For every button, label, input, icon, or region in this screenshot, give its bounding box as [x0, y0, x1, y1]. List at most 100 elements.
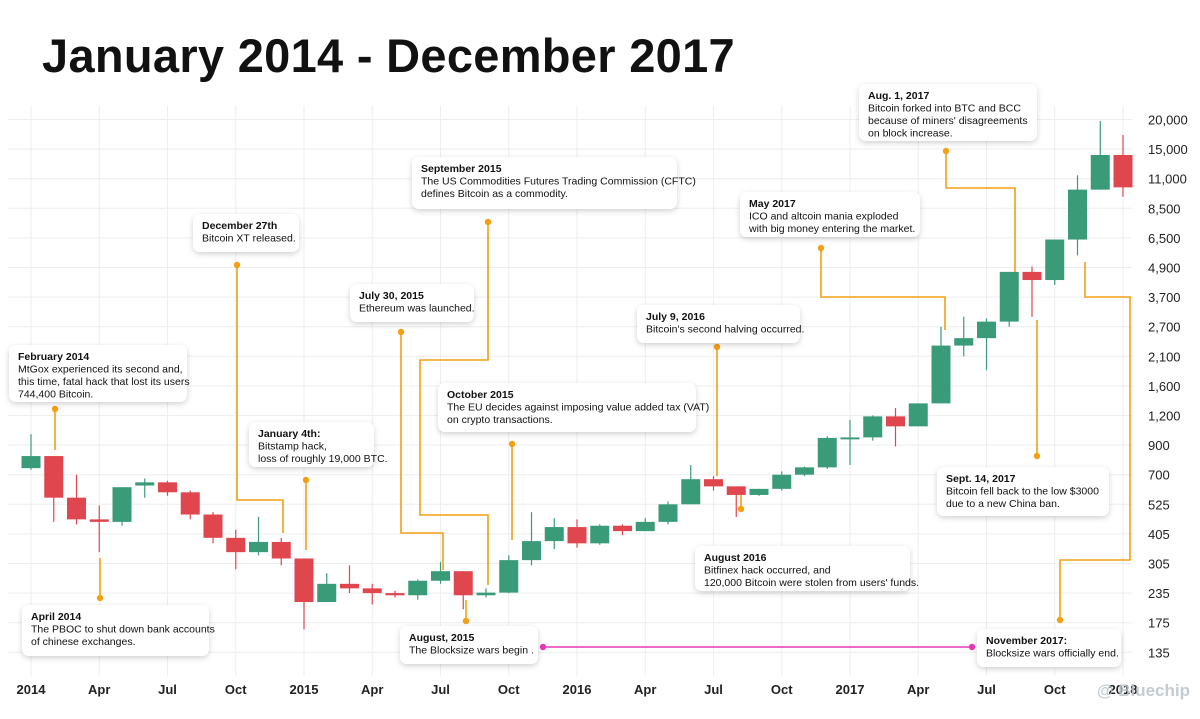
candle	[908, 403, 928, 427]
candle	[89, 505, 109, 553]
candle	[249, 516, 268, 556]
annotation-line: Bitcoin forked into BTC and BCC	[868, 103, 1021, 115]
annotation-line: loss of roughly 19,000 BTC.	[258, 453, 388, 465]
candle	[271, 537, 291, 566]
candle	[499, 555, 519, 594]
candle-body	[385, 593, 405, 596]
annotation-dot-dec-27th	[233, 261, 241, 269]
annotation-line: on block increase.	[868, 128, 953, 140]
candle	[431, 561, 450, 584]
annotation-line: Blocksize wars officially end.	[986, 648, 1119, 660]
candle	[886, 408, 905, 447]
candle	[385, 590, 405, 598]
annotation-title: November 2017:	[986, 635, 1067, 647]
annotation-line: because of miners' disagreements	[868, 115, 1028, 127]
y-tick-label: 11,000	[1148, 172, 1187, 187]
annotation-dot-apr-2014	[96, 594, 104, 602]
candle-body	[67, 497, 86, 520]
candle-body	[1045, 239, 1065, 281]
annotation-line: Bitcoin XT released.	[202, 233, 296, 245]
candle-body	[408, 580, 428, 596]
annotation-title: September 2015	[421, 163, 502, 175]
candle-body	[704, 479, 723, 487]
candle-body	[340, 583, 359, 589]
annotation-sep-14-2017: Sept. 14, 2017 Bitcoin fell back to the l…	[937, 467, 1109, 516]
y-tick-label: 405	[1148, 527, 1170, 542]
annotation-aug-2016: August 2016 Bitfinex hack occurred, and 12…	[695, 546, 919, 591]
annotation-dot-sep-2015	[484, 218, 492, 226]
x-tick-label: Apr	[907, 682, 929, 697]
annotation-leader-may-2017	[820, 248, 946, 330]
x-tick-label: Apr	[88, 682, 110, 697]
candle	[1090, 121, 1110, 190]
candle	[840, 419, 860, 466]
annotation-leader-lines	[51, 147, 1131, 651]
candle-body	[795, 467, 814, 475]
candle	[226, 529, 246, 570]
candle	[795, 466, 814, 477]
candle	[408, 579, 428, 600]
candle-body	[772, 474, 792, 489]
watermark: @ Bluechip	[1096, 681, 1190, 700]
annotation-box	[859, 84, 1037, 141]
candle-body	[431, 571, 450, 581]
candle	[1045, 239, 1065, 286]
x-tick-label: Oct	[1044, 682, 1066, 697]
y-tick-label: 3,700	[1148, 290, 1181, 305]
annotation-line: The US Commodities Futures Trading Commi…	[421, 176, 696, 188]
candle-body	[1113, 155, 1133, 188]
annotation-text: November 2017: Blocksize wars officially …	[986, 635, 1119, 660]
annotation-line: The EU decides against imposing value ad…	[447, 402, 709, 414]
annotation-title: January 4th:	[258, 428, 320, 440]
candle-body	[499, 560, 519, 593]
candle-body	[886, 416, 905, 427]
annotation-oct-2015: October 2015 The EU decides against impos…	[438, 383, 709, 432]
annotation-line: with big money entering the market.	[748, 223, 915, 235]
annotation-line: 744,400 Bitcoin.	[18, 389, 93, 401]
candle	[567, 519, 587, 548]
candle	[977, 318, 996, 371]
candle-body	[840, 437, 860, 440]
annotation-text: April 2014 The PBOC to shut down bank acc…	[31, 611, 215, 648]
annotation-callouts: February 2014 MtGox experienced its secon…	[9, 84, 1121, 667]
candle-body	[203, 514, 223, 538]
annotation-box	[22, 605, 209, 656]
x-tick-label: 2018	[1109, 682, 1138, 697]
annotation-jul-9-2016: July 9, 2016 Bitcoin's second halving occ…	[637, 305, 804, 343]
candle-body	[522, 541, 541, 561]
annotation-aug-2015: August, 2015 The Blocksize wars begin .	[400, 626, 538, 664]
annotation-line: defines Bitcoin as a commodity.	[421, 188, 568, 200]
candle-body	[180, 492, 200, 515]
candle	[954, 316, 974, 357]
annotation-box	[412, 157, 677, 209]
candle-body	[1068, 189, 1087, 240]
annotation-feb-2014: February 2014 MtGox experienced its secon…	[9, 345, 190, 402]
candle-body	[954, 338, 974, 346]
candle-body	[817, 437, 837, 468]
candle	[658, 501, 678, 525]
annotation-title: April 2014	[31, 611, 81, 623]
candle	[67, 474, 86, 525]
annotation-line: 120,000 Bitcoin were stolen from users' …	[704, 577, 919, 589]
annotation-title: Aug. 1, 2017	[868, 90, 929, 102]
candle	[704, 476, 723, 491]
annotation-line: of chinese exchanges.	[31, 636, 136, 648]
candle-body	[567, 527, 587, 544]
annotation-apr-2014: April 2014 The PBOC to shut down bank acc…	[22, 605, 215, 656]
annotation-box	[400, 626, 538, 664]
candle	[522, 512, 541, 566]
candle	[817, 436, 837, 469]
candle	[999, 271, 1019, 327]
candle	[112, 487, 132, 526]
annotation-line: on crypto transactions.	[447, 414, 553, 426]
annotation-line: MtGox experienced its second and,	[18, 364, 183, 376]
y-tick-label: 6,500	[1148, 231, 1181, 246]
candle	[931, 326, 951, 404]
candle-body	[226, 537, 246, 553]
x-tick-label: Apr	[634, 682, 656, 697]
candle	[203, 512, 223, 544]
candle-body	[135, 482, 155, 486]
candle	[362, 583, 382, 605]
candle	[772, 471, 792, 491]
annotation-title: Sept. 14, 2017	[946, 473, 1016, 485]
